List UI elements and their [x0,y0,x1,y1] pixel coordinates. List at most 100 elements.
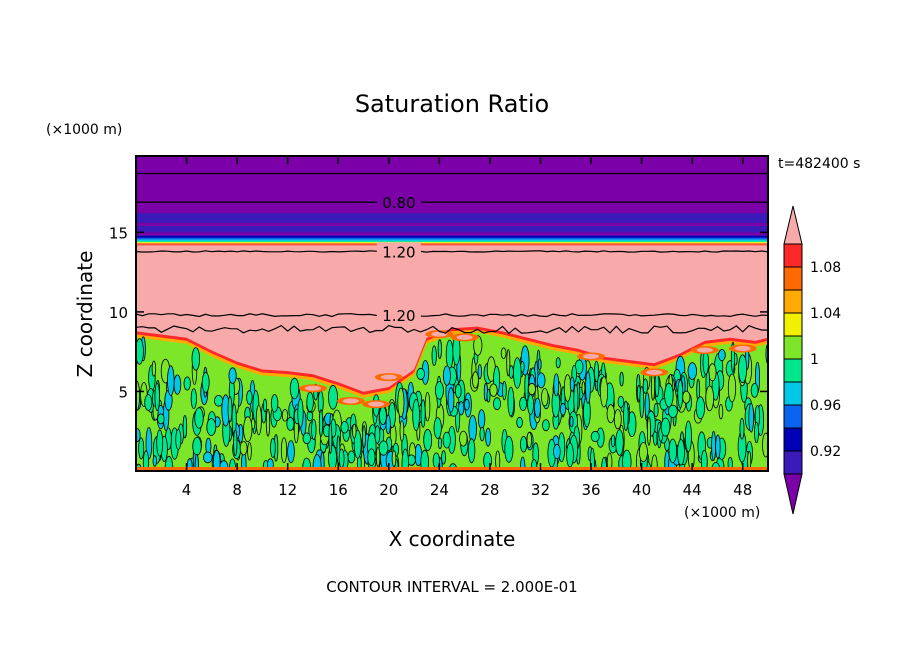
turbulent-cell [375,446,381,468]
turbulent-cell [401,448,409,471]
turbulent-cell [700,449,708,471]
contour-label: 1.20 [382,307,415,325]
turbulent-cell [289,377,300,400]
turbulent-cell [201,372,210,393]
turbulent-cell [287,440,295,464]
turbulent-cell [600,376,609,408]
turbulent-cell [212,450,221,471]
turbulent-cell [412,398,420,431]
turbulent-cell [424,392,431,422]
colorbar-tick-label: 1.04 [810,306,841,322]
warm-blob-core [646,369,663,375]
inversion-stripe [136,242,768,244]
warm-blob-core [583,353,600,359]
turbulent-cell [569,376,575,392]
turbulent-cell [191,347,200,371]
turbulent-cell [265,408,271,437]
contour-line [136,313,768,318]
turbulent-cell [378,440,389,456]
turbulent-cell [399,419,405,442]
turbulent-cell [702,350,709,375]
turbulent-cell [203,451,213,464]
turbulent-cell [246,390,253,405]
turbulent-cell [374,425,381,444]
warm-blob-core [696,347,713,353]
y-tick-label: 10 [109,304,128,322]
turbulent-cell [233,429,238,457]
turbulent-cell [454,383,462,399]
turbulent-cell [420,449,429,471]
turbulent-cell [173,374,182,395]
turbulent-cell [306,391,314,413]
surface-strip [136,467,768,471]
turbulent-cell [610,434,616,448]
turbulent-cell [677,439,685,466]
colorbar-bin [783,335,803,360]
turbulent-cell [247,442,252,461]
turbulent-cell [738,354,748,384]
colorbar-tick-label: 0.96 [810,398,841,414]
inversion-stripe [136,244,768,246]
turbulent-cell [555,357,561,369]
turbulent-cell [347,450,356,464]
contour-label-bg [376,193,421,212]
turbulent-cell [167,365,175,396]
x-tick-label: 32 [531,481,550,499]
contour-line [136,250,768,253]
turbulent-cell [431,345,437,367]
turbulent-cell [136,338,144,365]
turbulent-cell [214,394,224,407]
turbulent-cell [397,387,405,418]
turbulent-cell [519,396,527,411]
turbulent-cell [286,416,295,431]
turbulent-cell [651,454,658,471]
colorbar-tick-label: 1 [810,352,819,368]
turbulent-cell [156,429,164,457]
contour-label-bg [376,306,421,325]
turbulent-cell [464,398,470,411]
colorbar-bin [783,243,803,268]
turbulent-cell [530,459,538,471]
turbulent-cell [566,442,574,468]
turbulent-cell [639,385,645,419]
turbulent-cell [441,450,447,465]
turbulent-cell [442,431,451,449]
turbulent-cell [718,349,726,362]
contour-interval-note: CONTOUR INTERVAL = 2.000E-01 [326,578,577,596]
y-units-label: (×1000 m) [46,122,122,138]
turbulent-cell [420,399,426,428]
colorbar-bin [783,266,803,291]
turbulent-cell [151,360,157,377]
turbulent-cell [718,404,724,420]
warm-blob-core [380,374,397,380]
x-units-label: (×1000 m) [684,505,760,521]
turbulent-cell [442,365,451,386]
turbulent-cell [573,384,579,414]
turbulent-cell [613,409,622,430]
x-tick-label: 4 [182,481,192,499]
turbulent-cell [328,384,338,410]
turbulent-cell [569,415,574,428]
inversion-stripe [136,243,768,245]
turbulent-cell [311,418,317,440]
turbulent-cell [541,388,549,407]
inversion-stripe [136,241,768,243]
turbulent-cell [750,383,759,398]
turbulent-cell [485,427,492,447]
turbulent-cell [152,455,157,467]
turbulent-cell [727,373,737,403]
chart-title: Saturation Ratio [355,90,549,118]
turbulent-cell [182,415,188,439]
x-tick-label: 36 [581,481,600,499]
turbulent-cell [668,404,678,418]
colorbar-extend-bottom [783,473,803,515]
turbulent-cell [136,428,141,442]
contour-label: 0.80 [382,194,415,212]
dry-band [136,213,768,223]
turbulent-cell [423,428,433,452]
x-tick-label: 28 [480,481,499,499]
y-tick-label: 15 [109,224,128,242]
x-tick-label: 8 [232,481,242,499]
contour-line [136,324,768,335]
time-label: t=482400 s [778,156,860,172]
